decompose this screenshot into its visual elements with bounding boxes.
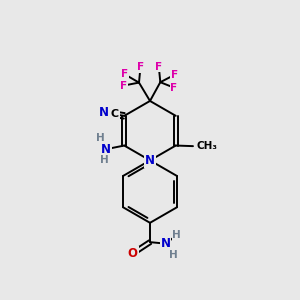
Text: H: H bbox=[172, 230, 181, 240]
Text: CH₃: CH₃ bbox=[196, 141, 218, 151]
Text: C: C bbox=[111, 110, 119, 119]
Text: H: H bbox=[169, 250, 177, 260]
Text: O: O bbox=[128, 247, 138, 260]
Text: N: N bbox=[160, 237, 170, 250]
Text: F: F bbox=[137, 62, 144, 72]
Text: F: F bbox=[170, 82, 177, 93]
Text: F: F bbox=[171, 70, 178, 80]
Text: H: H bbox=[100, 155, 109, 166]
Text: F: F bbox=[121, 69, 128, 79]
Text: N: N bbox=[99, 106, 109, 119]
Text: F: F bbox=[155, 62, 162, 72]
Text: N: N bbox=[145, 154, 155, 167]
Text: N: N bbox=[101, 143, 111, 156]
Text: H: H bbox=[97, 133, 105, 143]
Text: F: F bbox=[120, 81, 127, 91]
